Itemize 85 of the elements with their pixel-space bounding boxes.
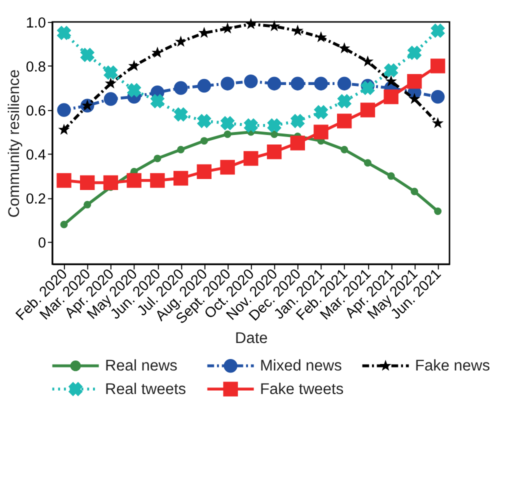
point xyxy=(434,208,442,216)
point xyxy=(177,146,185,154)
point xyxy=(244,118,258,133)
point xyxy=(173,170,188,186)
point xyxy=(103,175,118,190)
y-tick-label: 0.2 xyxy=(26,191,46,208)
point xyxy=(126,83,142,98)
point xyxy=(360,102,376,118)
point xyxy=(197,78,212,93)
point xyxy=(267,118,282,133)
point xyxy=(267,76,282,90)
point xyxy=(430,58,446,74)
point xyxy=(290,136,305,150)
point xyxy=(56,26,72,40)
point xyxy=(362,55,374,67)
point xyxy=(360,80,375,96)
legend-label: Real tweets xyxy=(105,380,186,398)
point xyxy=(270,130,278,138)
point xyxy=(104,65,118,80)
point xyxy=(384,63,398,78)
legend-label: Fake news xyxy=(415,358,490,375)
legend-label: Mixed news xyxy=(260,358,342,375)
point xyxy=(314,124,328,140)
point xyxy=(154,154,162,162)
point xyxy=(150,173,165,188)
point xyxy=(387,172,395,180)
point xyxy=(338,76,352,90)
point xyxy=(150,94,165,108)
point xyxy=(338,42,350,54)
point xyxy=(245,18,257,30)
point xyxy=(340,146,348,154)
point xyxy=(224,130,232,138)
point xyxy=(430,90,445,104)
point xyxy=(385,75,397,86)
point xyxy=(222,22,234,34)
legend-label: Real news xyxy=(105,358,178,375)
point xyxy=(58,124,70,135)
y-axis-title: Community resilience xyxy=(6,69,24,218)
point xyxy=(60,220,68,228)
point xyxy=(220,116,235,130)
point xyxy=(292,24,304,36)
point xyxy=(244,74,258,88)
point xyxy=(220,160,235,175)
point xyxy=(174,81,188,95)
point xyxy=(196,114,212,128)
point xyxy=(337,94,352,108)
point xyxy=(80,48,95,62)
point xyxy=(84,200,92,208)
point xyxy=(314,76,328,90)
point xyxy=(432,117,444,128)
point xyxy=(174,36,187,47)
point xyxy=(200,137,208,145)
point xyxy=(57,103,71,117)
point xyxy=(408,92,420,104)
y-tick-label: 0.6 xyxy=(26,103,46,120)
point xyxy=(104,77,117,89)
point xyxy=(337,114,352,128)
x-axis-title: Date xyxy=(235,330,268,348)
point xyxy=(314,105,328,120)
point xyxy=(104,92,118,106)
legend-label: Fake tweets xyxy=(260,380,344,398)
point xyxy=(407,46,422,60)
point xyxy=(196,164,212,179)
point xyxy=(268,20,280,32)
point xyxy=(290,114,305,128)
point xyxy=(290,76,304,90)
point xyxy=(80,175,95,190)
point xyxy=(266,144,282,160)
point xyxy=(128,60,140,71)
point xyxy=(364,159,372,167)
point xyxy=(220,76,234,90)
y-tick-label: 0.8 xyxy=(26,59,46,76)
point xyxy=(244,151,258,166)
y-tick-label: 1.0 xyxy=(26,15,46,32)
y-tick-label: 0 xyxy=(38,235,46,252)
point xyxy=(56,173,72,188)
point xyxy=(315,31,327,42)
point xyxy=(152,46,164,58)
point xyxy=(410,188,418,196)
point xyxy=(126,173,142,188)
point xyxy=(174,107,188,122)
point xyxy=(430,24,445,38)
y-tick-label: 0.4 xyxy=(26,147,46,164)
point xyxy=(407,74,422,89)
point xyxy=(384,89,398,104)
